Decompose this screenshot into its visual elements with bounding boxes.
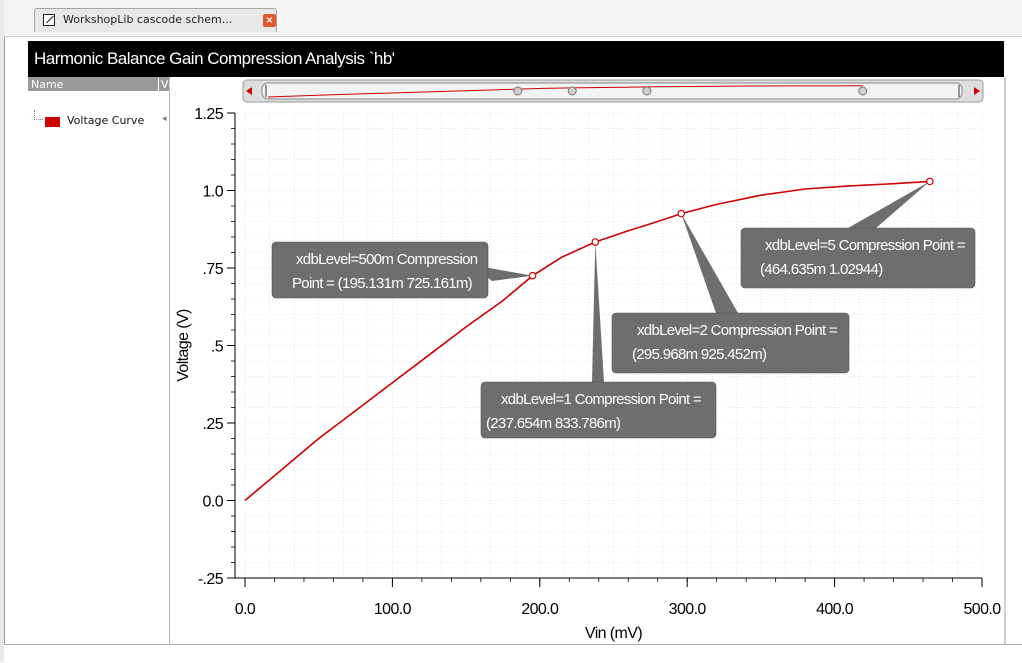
- voltage-curve-line: [244, 180, 930, 502]
- legend-header: Name V(: [28, 77, 173, 91]
- compression-point-marker: [926, 177, 934, 186]
- window-right-edge: [1004, 77, 1006, 644]
- annotation-line1: xdbLevel=1 Compression Point =: [501, 391, 702, 408]
- x-tick-label: 500.0: [963, 601, 1001, 618]
- zoom-scrollbar[interactable]: [242, 79, 984, 103]
- legend-item-voltage-curve[interactable]: Voltage Curve: [67, 114, 145, 127]
- overview-marker: [567, 86, 577, 96]
- annotation-pointer: [592, 242, 604, 382]
- compression-point-marker: [528, 271, 537, 280]
- y-tick-label: -.25: [198, 571, 224, 588]
- x-tick-label: 100.0: [374, 601, 412, 618]
- x-tick-label: 0.0: [235, 601, 256, 618]
- window-left-edge: [0, 0, 5, 662]
- overview-curve: [267, 85, 863, 98]
- x-tick-label: 400.0: [816, 601, 854, 618]
- annotation-line1: xdbLevel=5 Compression Point =: [765, 237, 966, 254]
- x-tick-label: 200.0: [521, 601, 559, 618]
- annotation-line2: (237.654m 833.786m): [486, 415, 621, 432]
- compression-point-marker: [591, 238, 600, 246]
- compression-point-marker: [677, 209, 686, 218]
- annotation-box: [480, 381, 717, 439]
- tab-workshoplib[interactable]: WorkshopLib cascode schem... ×: [34, 8, 277, 32]
- annotation-box: [611, 312, 850, 374]
- legend-panel: Name V( Voltage Curve ◂: [28, 77, 173, 645]
- annotation-box: [740, 227, 976, 289]
- y-tick-label: .5: [211, 339, 224, 356]
- annotation-line2: (464.635m 1.02944): [760, 261, 883, 278]
- overview-marker: [513, 86, 523, 96]
- plot-title-bar: Harmonic Balance Gain Compression Analys…: [28, 41, 1004, 77]
- y-tick-label: .25: [203, 416, 224, 433]
- window-bottom-edge: [4, 644, 1022, 663]
- scroll-left-arrow: [246, 87, 252, 95]
- plot-title: Harmonic Balance Gain Compression Analys…: [34, 49, 395, 68]
- annotation-box: [271, 241, 489, 299]
- legend-column-value[interactable]: V(: [158, 78, 173, 91]
- legend-column-name[interactable]: Name: [31, 78, 64, 91]
- y-axis-title: Voltage (V): [175, 309, 192, 382]
- annotation-line2: (295.968m 925.452m): [632, 346, 767, 363]
- y-tick-label: .75: [203, 261, 224, 278]
- annotation-line1: xdbLevel=2 Compression Point =: [637, 322, 838, 339]
- annotation-pointer: [681, 213, 738, 313]
- scroll-right-arrow: [974, 87, 980, 95]
- schematic-icon: [43, 14, 55, 26]
- tree-connector: [34, 110, 43, 120]
- close-icon[interactable]: ×: [263, 14, 276, 27]
- scrollbar-thumb: [261, 82, 963, 100]
- y-tick-label: 1.0: [203, 184, 224, 201]
- legend-expand-icon[interactable]: ◂: [162, 114, 167, 124]
- x-tick-label: 300.0: [669, 601, 707, 618]
- overview-marker: [858, 86, 868, 96]
- y-tick-label: 1.25: [194, 106, 223, 123]
- annotation-pointer: [848, 181, 930, 228]
- x-axis-title: Vin (mV): [585, 625, 642, 642]
- y-tick-label: 0.0: [203, 494, 224, 511]
- overview-marker: [642, 86, 652, 96]
- annotation-line1: xdbLevel=500m Compression: [296, 251, 478, 268]
- series-color-swatch: [45, 117, 60, 127]
- tab-bar: WorkshopLib cascode schem... ×: [4, 0, 1022, 37]
- annotation-line2: Point = (195.131m 725.161m): [292, 275, 473, 292]
- tab-label: WorkshopLib cascode schem...: [63, 13, 233, 26]
